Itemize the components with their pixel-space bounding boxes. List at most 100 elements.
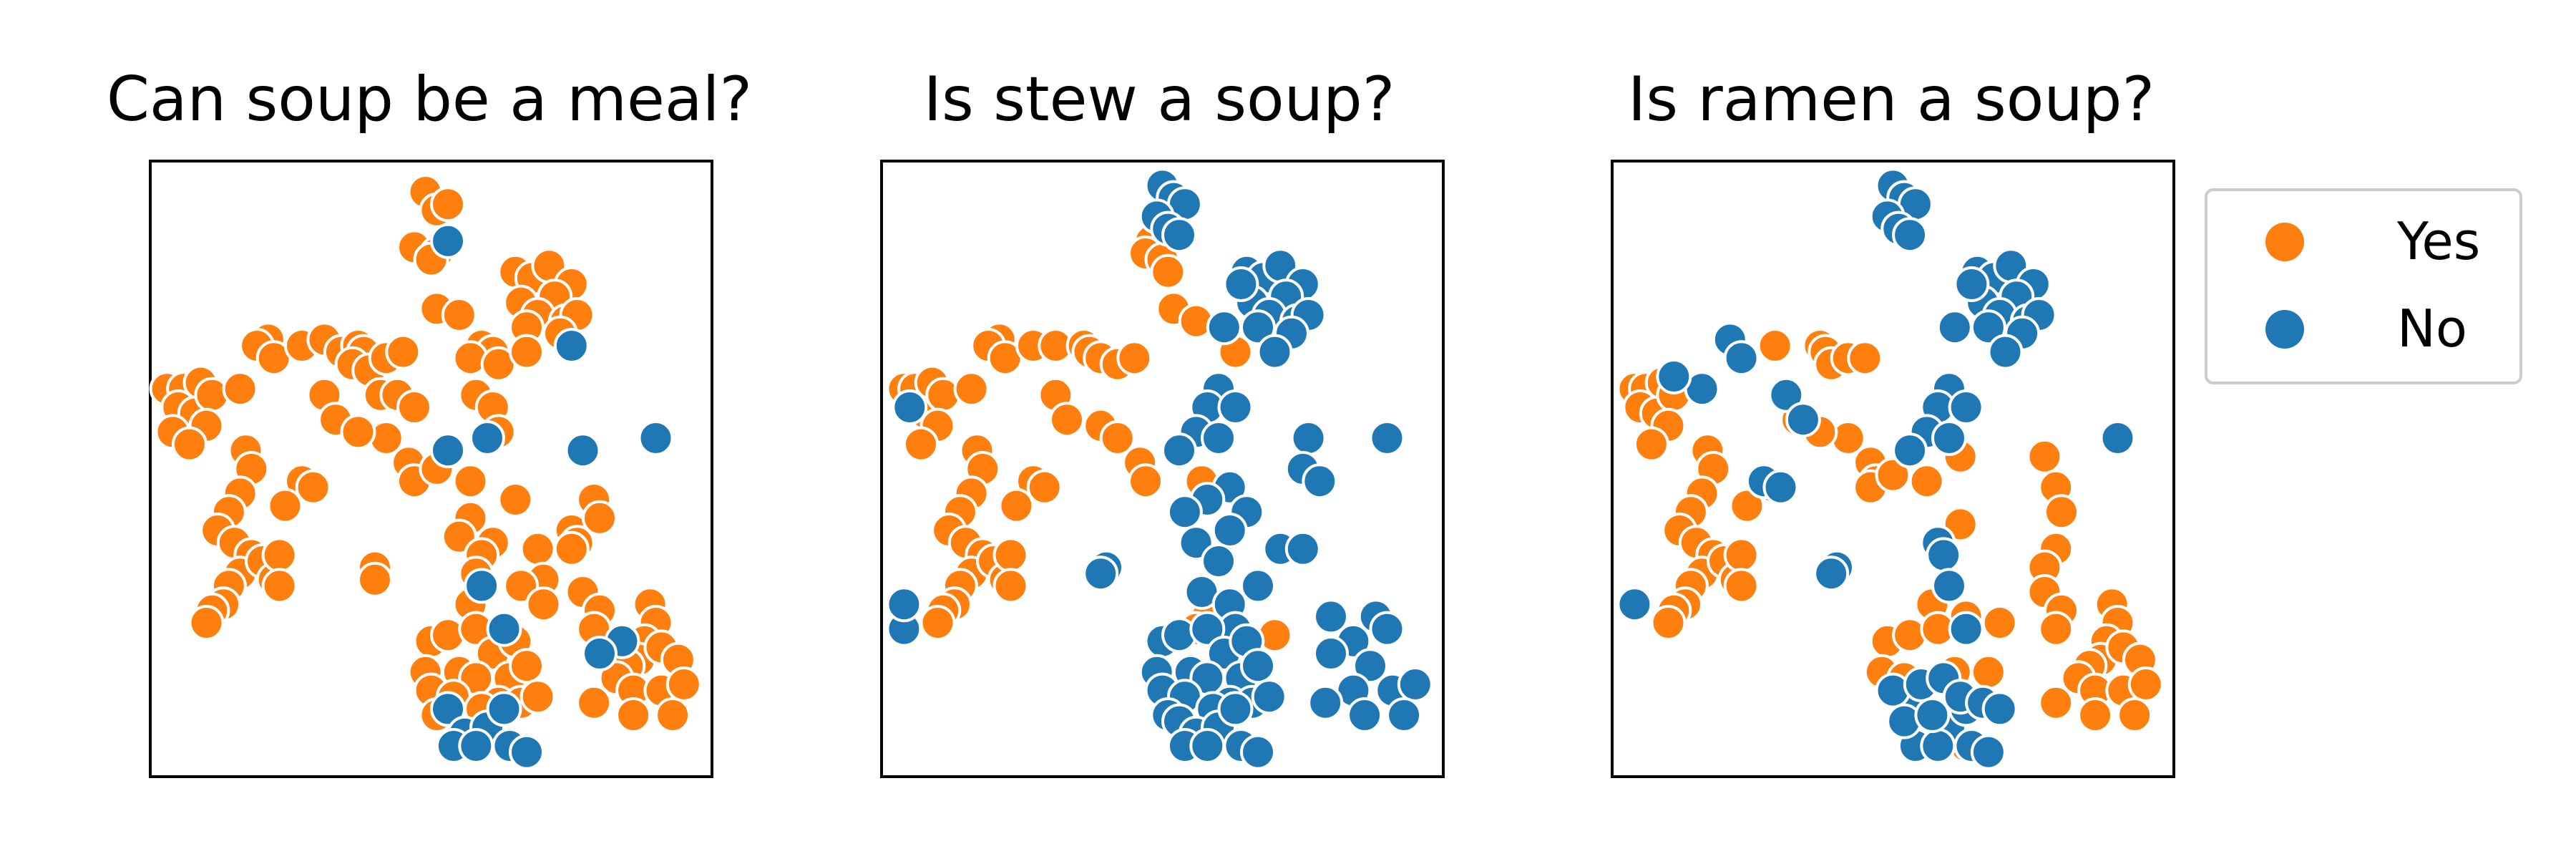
point-yes (1099, 420, 1136, 456)
point-yes (903, 426, 939, 462)
point-no (1987, 334, 2024, 370)
point-yes (441, 297, 477, 333)
point-no (1723, 340, 1760, 377)
point-no (1313, 598, 1349, 635)
point-no (1931, 420, 1967, 456)
point-no (1201, 543, 1236, 579)
points-group (886, 168, 1433, 770)
point-yes (998, 487, 1035, 524)
point-no (1616, 586, 1653, 623)
legend-marker-no (2265, 310, 2304, 349)
point-no (1240, 648, 1276, 684)
point-yes (222, 371, 258, 407)
point-no (1352, 648, 1388, 684)
point-yes (1908, 463, 1945, 500)
point-no (1768, 377, 1805, 413)
point-no (458, 728, 494, 764)
point-no (430, 691, 466, 727)
point-no (1211, 513, 1248, 548)
point-yes (2038, 611, 2074, 647)
point-yes (261, 568, 298, 604)
point-yes (267, 487, 303, 524)
panel-ramen-soup: Is ramen a soup? (1611, 64, 2175, 778)
point-yes (2077, 697, 2114, 733)
point-yes (509, 648, 545, 684)
point-no (1347, 697, 1383, 733)
point-yes (919, 605, 956, 641)
point-no (1189, 728, 1226, 764)
point-yes (1847, 340, 1883, 377)
point-yes (582, 500, 618, 536)
point-yes (396, 389, 432, 425)
point-no (1936, 309, 1973, 346)
point-no (1931, 568, 1967, 604)
point-yes (1729, 487, 1765, 524)
point-no (1970, 734, 2006, 770)
plot-frame (1611, 160, 2175, 778)
point-yes (385, 334, 421, 370)
point-no (886, 586, 922, 623)
point-no (1201, 420, 1236, 456)
point-yes (1650, 605, 1687, 641)
point-yes (1757, 328, 1793, 364)
legend-label-yes: Yes (2396, 211, 2480, 271)
point-yes (953, 371, 990, 407)
point-yes (1970, 654, 2006, 690)
point-yes (2038, 684, 2074, 721)
panel-title: Can soup be a meal? (107, 64, 752, 135)
point-no (565, 432, 601, 469)
point-yes (1981, 605, 2018, 641)
point-yes (519, 530, 556, 567)
point-yes (665, 666, 702, 702)
point-no (1948, 611, 1984, 647)
point-no (1926, 537, 1962, 573)
point-yes (509, 334, 545, 370)
point-no (1892, 432, 1928, 469)
point-yes (1723, 537, 1760, 573)
point-yes (992, 568, 1029, 604)
point-no (486, 611, 522, 647)
plot-frame (880, 160, 1445, 778)
point-yes (188, 605, 225, 641)
legend-label-no: No (2397, 299, 2467, 359)
point-no (1240, 734, 1276, 770)
point-no (1217, 389, 1254, 425)
point-no (1307, 684, 1344, 721)
point-no (1240, 568, 1276, 604)
point-no (464, 568, 500, 604)
point-no (892, 389, 928, 425)
point-yes (2044, 494, 2079, 530)
point-no (486, 691, 522, 727)
point-yes (1633, 426, 1669, 462)
point-no (1785, 402, 1821, 438)
point-no (1762, 469, 1799, 505)
point-yes (295, 469, 331, 505)
point-no (1257, 334, 1293, 370)
point-no (1397, 666, 1433, 702)
point-no (553, 328, 590, 364)
point-no (1386, 697, 1423, 733)
point-yes (1875, 457, 1911, 493)
point-no (1217, 691, 1254, 727)
point-no (1953, 266, 1990, 302)
point-no (1313, 636, 1349, 671)
point-no (1892, 217, 1928, 253)
point-no (1290, 420, 1327, 456)
point-yes (615, 697, 652, 733)
point-yes (2117, 697, 2153, 733)
point-no (469, 420, 505, 456)
point-no (1914, 697, 1951, 733)
point-no (1302, 463, 1338, 500)
point-no (430, 223, 466, 259)
point-no (1161, 217, 1197, 253)
point-no (2099, 420, 2136, 456)
point-no (638, 420, 674, 456)
point-yes (1026, 469, 1063, 505)
point-no (582, 636, 618, 671)
point-yes (525, 586, 562, 623)
point-no (430, 432, 466, 469)
point-yes (171, 426, 208, 462)
point-yes (340, 414, 376, 450)
point-yes (452, 463, 489, 500)
